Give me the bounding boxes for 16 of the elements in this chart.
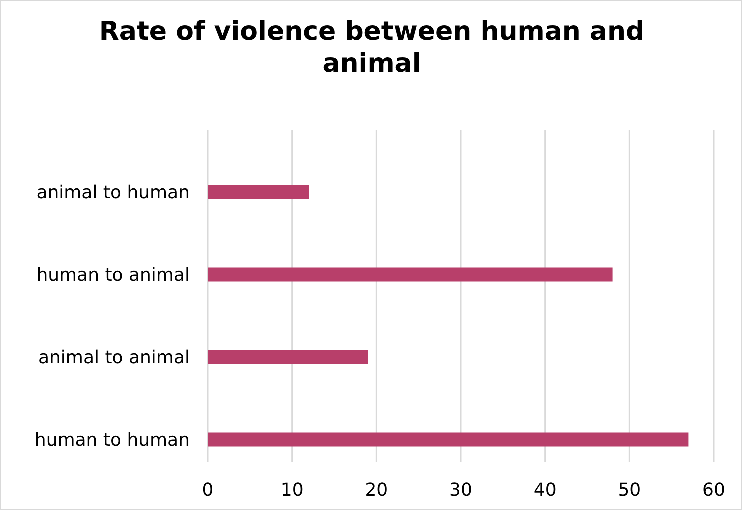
x-tick-label: 30 [450,480,472,501]
bar [208,268,613,282]
y-tick-label: human to animal [36,265,190,286]
x-tick-label: 10 [280,480,304,501]
y-tick-label: human to human [34,430,190,452]
x-tick-label: 50 [618,480,642,501]
bar [208,432,689,447]
x-tick-label: 60 [702,480,726,501]
y-tick-label: animal to human [36,182,190,204]
x-tick-label: 40 [534,480,557,501]
bar [208,350,368,364]
x-tick-label: 0 [202,480,214,501]
bar [208,185,310,200]
x-tick-label: 20 [365,480,388,501]
y-tick-label: animal to animal [38,348,190,369]
chart-title: Rate of violence between human and animal [99,17,645,79]
